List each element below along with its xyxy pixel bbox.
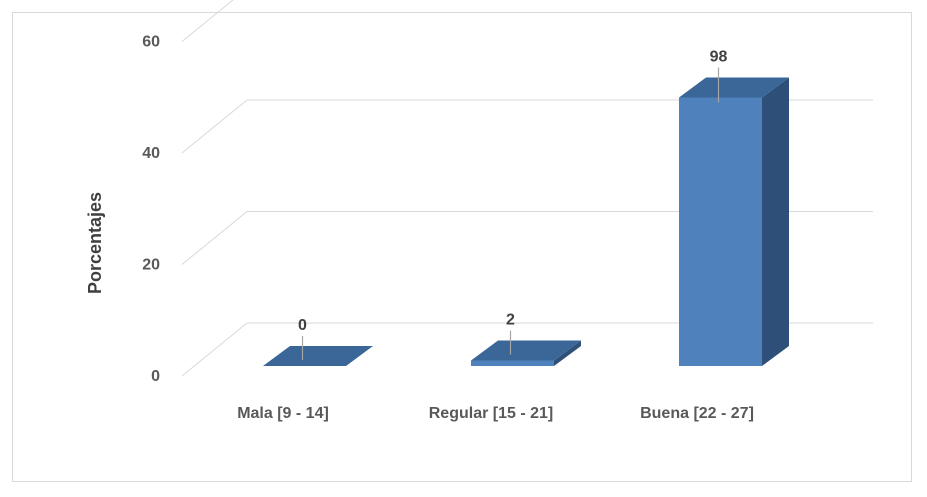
data-label: 2 [506,312,515,329]
gridline-side [181,322,248,377]
data-labels: 0 2 98 [298,48,727,334]
x-category-label: Regular [15 - 21] [429,405,553,422]
gridline-side [181,0,234,42]
data-label: 98 [710,48,728,65]
gridline-side [181,99,248,154]
bar-top [471,340,581,361]
bars [263,77,789,367]
x-category-label: Mala [9 - 14] [237,405,329,422]
data-label-leaders [301,67,720,360]
y-axis-ticks: 020406080100 [142,34,160,386]
x-category-label: Buena [22 - 27] [640,405,754,422]
bar-top [679,77,789,98]
bar-top [263,346,373,366]
y-tick-label: 20 [142,257,160,274]
y-axis-label: Porcentajes [85,192,105,294]
y-tick-label: 60 [142,34,160,51]
bar-front [679,97,762,366]
x-axis-categories: Mala [9 - 14] Regular [15 - 21] Buena [22 … [237,405,754,422]
gridline-side [181,211,248,265]
y-tick-label: 40 [142,145,160,162]
bar-front [471,360,554,366]
data-label: 0 [298,317,307,334]
y-tick-label: 0 [151,368,160,385]
bar-side [554,340,581,366]
bar-side [762,77,789,366]
